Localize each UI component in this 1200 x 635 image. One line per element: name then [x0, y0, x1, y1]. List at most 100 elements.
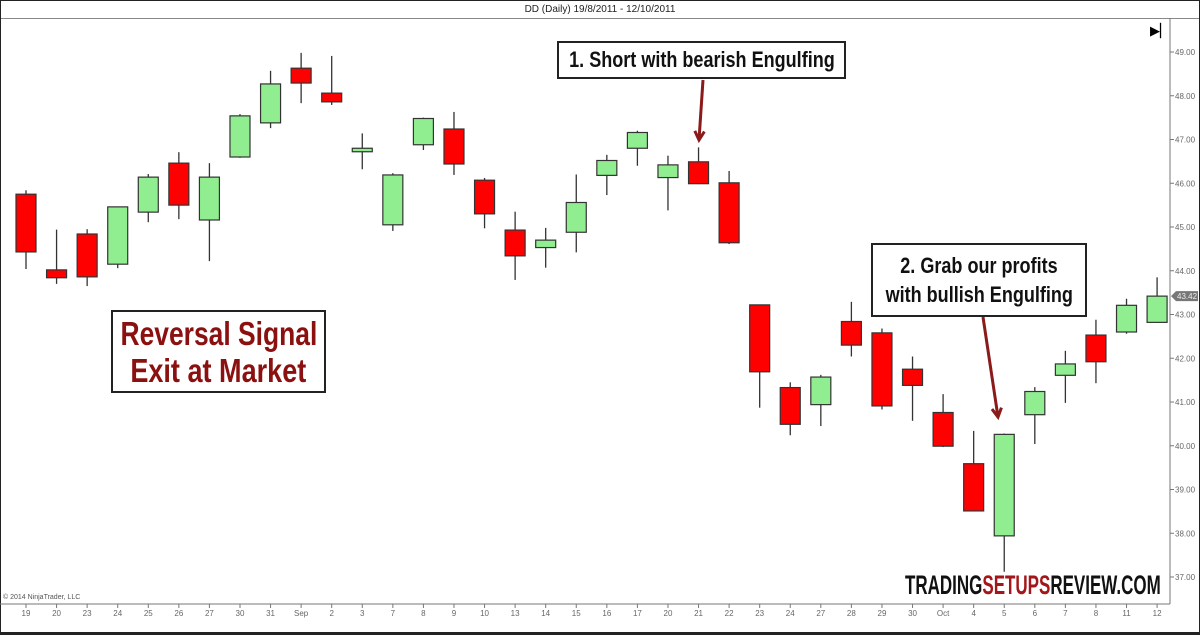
x-tick-label: 12 — [1153, 609, 1162, 618]
candle-body-bullish — [565, 201, 587, 233]
candle-body-bearish — [840, 320, 862, 346]
logo-part-review: REVIEW.COM — [1050, 570, 1161, 600]
candle-body-bearish — [871, 332, 893, 407]
annotation-take-profit: 2. Grab our profits with bullish Engulfi… — [871, 243, 1087, 317]
candle-body-bearish — [473, 179, 496, 215]
x-tick-label: 8 — [421, 609, 426, 618]
y-tick-label: 49.00 — [1175, 48, 1196, 57]
y-tick-label: 47.00 — [1175, 136, 1196, 145]
arrow-to-bearish-engulfing — [697, 79, 705, 141]
y-tick-label: 37.00 — [1175, 573, 1196, 582]
annotation-take-profit-line2: with bullish Engulfing — [885, 282, 1073, 307]
candle-body-bearish — [963, 463, 985, 512]
candle-body-bullish — [107, 206, 129, 265]
x-tick-label: Sep — [294, 609, 309, 618]
candle-body-bullish — [382, 174, 404, 226]
candle-body-bullish — [351, 147, 373, 153]
x-tick-label: 20 — [664, 609, 673, 618]
annotation-signal-line1: Reversal Signal — [120, 314, 317, 352]
x-tick-label: 2 — [329, 609, 334, 618]
x-tick-label: 28 — [847, 609, 856, 618]
x-tick-label: 25 — [144, 609, 153, 618]
arrow-to-bearish-engulfing-head — [693, 130, 706, 144]
y-tick-label: 38.00 — [1175, 529, 1196, 538]
x-tick-label: 19 — [22, 609, 31, 618]
tradingsetupsreview-logo: TRADINGSETUPSREVIEW.COM — [905, 570, 1163, 601]
candle-body-bullish — [259, 83, 282, 124]
x-tick-label: 31 — [266, 609, 275, 618]
x-tick-label: 27 — [205, 609, 214, 618]
logo-part-setups: SETUPS — [982, 570, 1051, 600]
y-tick-label: 42.00 — [1175, 354, 1196, 363]
x-tick-label: 24 — [113, 609, 122, 618]
candle-body-bearish — [779, 386, 801, 425]
skip-to-end-icon[interactable]: ▶▏ — [1150, 23, 1170, 38]
candle-body-bearish — [1085, 334, 1107, 363]
x-tick-label: 7 — [1063, 609, 1068, 618]
y-tick-label: 46.00 — [1175, 179, 1196, 188]
x-tick-label: 6 — [1033, 609, 1038, 618]
arrow-to-bullish-engulfing-head — [990, 407, 1003, 421]
annotation-short-entry: 1. Short with bearish Engulfing — [557, 41, 846, 79]
candle-body-bearish — [45, 269, 68, 279]
y-tick-label: 39.00 — [1175, 486, 1196, 495]
candle-body-bearish — [443, 128, 465, 165]
x-tick-label: 16 — [602, 609, 611, 618]
logo-part-trading: TRADING — [905, 570, 983, 600]
annotation-reversal-signal: Reversal Signal Exit at Market — [111, 310, 326, 393]
candle-body-bearish — [901, 368, 924, 386]
x-tick-label: 20 — [52, 609, 61, 618]
candle-body-bearish — [504, 229, 526, 257]
candle-body-bearish — [749, 304, 771, 373]
x-tick-label: 14 — [541, 609, 550, 618]
candle-body-bullish — [810, 376, 832, 406]
x-tick-label: 7 — [391, 609, 396, 618]
candle-body-bullish — [535, 239, 557, 249]
candle-body-bullish — [993, 433, 1015, 537]
x-tick-label: 30 — [908, 609, 917, 618]
annotation-take-profit-line1: 2. Grab our profits — [900, 253, 1058, 278]
candle-body-bearish — [932, 411, 954, 447]
x-tick-label: 13 — [511, 609, 520, 618]
y-tick-label: 41.00 — [1175, 398, 1196, 407]
y-tick-label: 48.00 — [1175, 92, 1196, 101]
last-price-label: 43.42 — [1177, 292, 1198, 301]
x-tick-label: 26 — [174, 609, 183, 618]
candle-body-bullish — [229, 115, 251, 158]
annotation-short-text: 1. Short with bearish Engulfing — [568, 47, 835, 72]
candle-body-bullish — [137, 176, 159, 213]
x-tick-label: 5 — [1002, 609, 1007, 618]
candle-body-bullish — [198, 176, 221, 221]
x-tick-label: 21 — [694, 609, 703, 618]
x-tick-label: 8 — [1094, 609, 1099, 618]
candle-body-bearish — [76, 233, 98, 278]
candle-body-bearish — [687, 161, 710, 185]
x-tick-label: 30 — [236, 609, 245, 618]
candle-body-bearish — [718, 182, 740, 244]
candle-body-bearish — [15, 193, 37, 253]
x-tick-label: 15 — [572, 609, 581, 618]
x-tick-label: 11 — [1122, 609, 1131, 618]
candle-body-bullish — [1146, 295, 1168, 323]
copyright-text: © 2014 NinjaTrader, LLC — [3, 594, 81, 601]
y-tick-label: 40.00 — [1175, 442, 1196, 451]
candle-body-bearish — [168, 162, 190, 206]
x-tick-label: 23 — [755, 609, 764, 618]
y-tick-label: 44.00 — [1175, 267, 1196, 276]
x-tick-label: 22 — [725, 609, 734, 618]
y-tick-label: 45.00 — [1175, 223, 1196, 232]
chart-title: DD (Daily) 19/8/2011 - 12/10/2011 — [1, 1, 1199, 19]
x-tick-label: 9 — [452, 609, 457, 618]
candle-body-bullish — [412, 117, 435, 146]
candle-body-bullish — [657, 164, 679, 179]
annotation-signal-line2: Exit at Market — [130, 351, 307, 389]
x-tick-label: 17 — [633, 609, 642, 618]
x-tick-label: 24 — [786, 609, 795, 618]
arrow-to-bullish-engulfing — [981, 316, 1000, 418]
candle-body-bearish — [290, 67, 312, 84]
y-tick-label: 43.00 — [1175, 311, 1196, 320]
last-price-marker — [1171, 291, 1198, 302]
candle-body-bullish — [1054, 363, 1076, 376]
x-tick-label: 27 — [816, 609, 825, 618]
